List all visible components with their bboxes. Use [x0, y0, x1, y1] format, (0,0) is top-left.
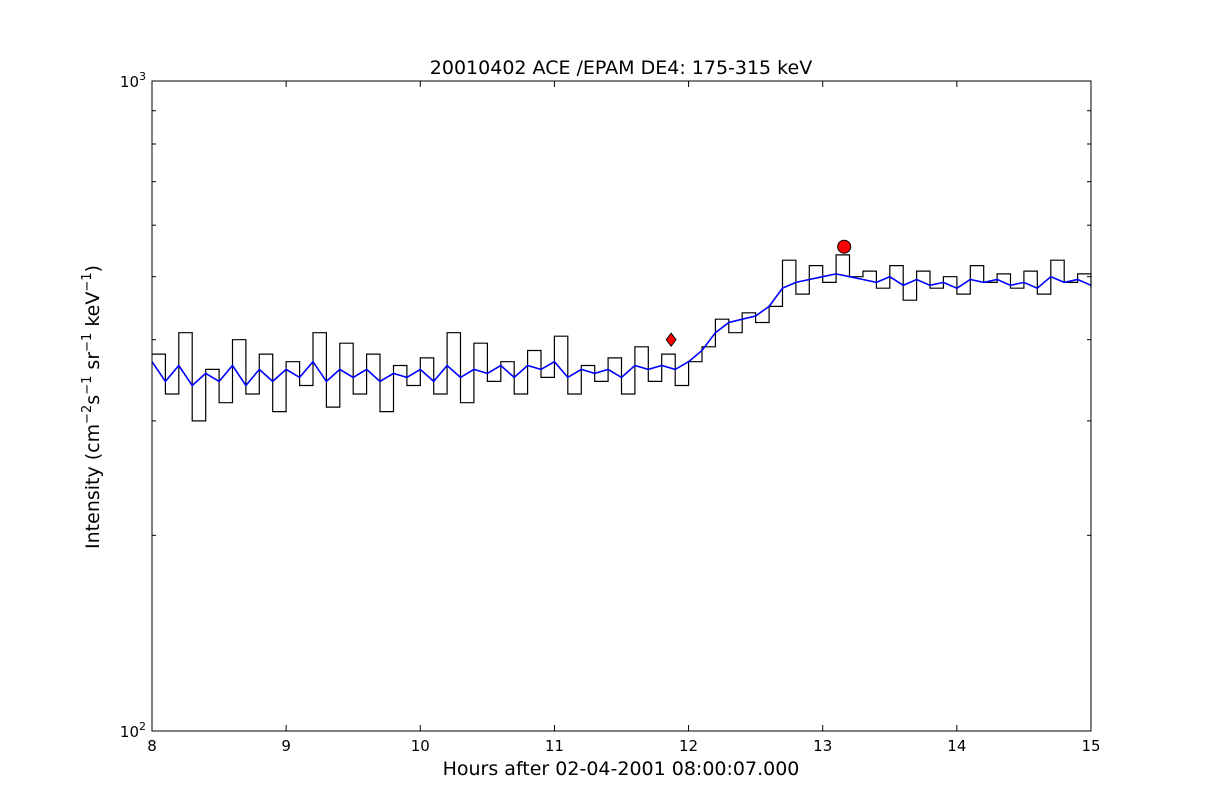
chart-title: 20010402 ACE /EPAM DE4: 175-315 keV: [430, 57, 812, 79]
plot-area: 8 9 10 11 12 13 14 15 102 103: [120, 70, 1101, 755]
event-marker-diamond: [665, 332, 677, 347]
x-tick-label: 9: [281, 737, 291, 755]
x-tick-label: 15: [1081, 737, 1100, 755]
x-tick-label: 10: [411, 737, 430, 755]
y-tick-label: 102: [120, 720, 146, 741]
x-tick-label: 14: [947, 737, 966, 755]
x-tick-label: 12: [679, 737, 698, 755]
x-axis-label: Hours after 02-04-2001 08:00:07.000: [443, 758, 800, 780]
x-tick-label: 13: [813, 737, 832, 755]
series-line-raw: [152, 254, 1092, 422]
series-line-smoothed: [151, 273, 1092, 387]
x-tick-label: 8: [147, 737, 157, 755]
x-tick-label: 11: [545, 737, 564, 755]
y-tick-label: 103: [120, 70, 146, 91]
plot-frame: [151, 80, 1092, 732]
y-axis-label: Intensity (cm−2s−1 sr−1 keV−1): [80, 265, 104, 549]
event-marker-circle: [837, 239, 852, 254]
